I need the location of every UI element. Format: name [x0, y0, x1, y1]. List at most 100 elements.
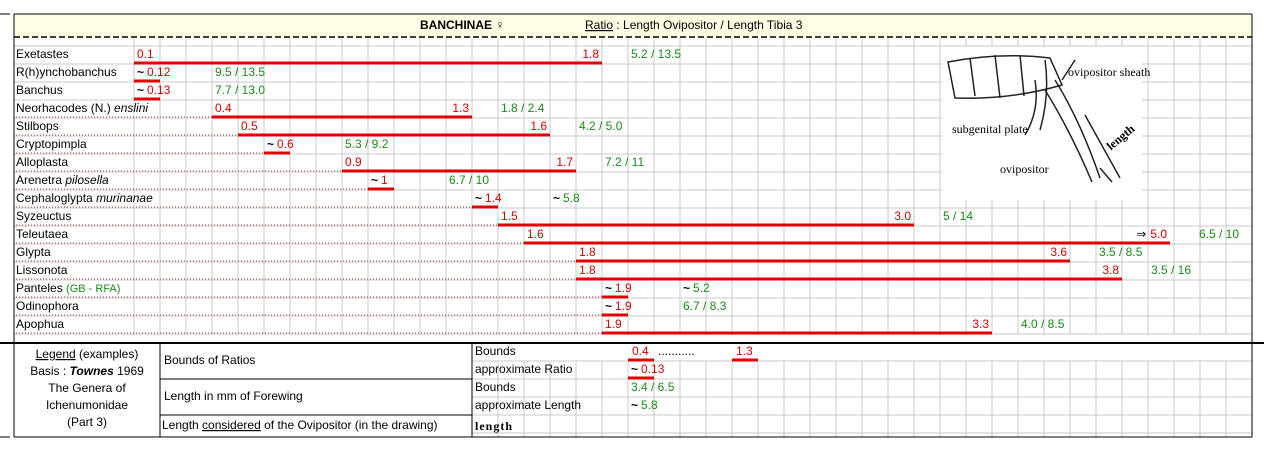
text-part: 1.3: [452, 101, 469, 115]
low-label: 0.4: [215, 101, 232, 115]
legend-example: ...........: [658, 344, 695, 358]
text-part: 1.6: [530, 119, 547, 133]
figure-label: subgenital plate: [952, 122, 1028, 136]
forewing-label: 5 / 14: [943, 209, 973, 223]
text-part: 1: [381, 173, 388, 187]
text-part: enslini: [114, 101, 148, 115]
text-part: ~: [631, 362, 638, 376]
legend-item: Length considered of the Ovipositor (in …: [162, 418, 438, 432]
high-label: 1.7: [556, 155, 573, 169]
text-part: 1.9: [605, 317, 622, 331]
text-part: 1.5: [501, 209, 518, 223]
text-part: 9.5 / 13.5: [215, 65, 265, 79]
legend-length: length: [475, 419, 513, 433]
text-part: 5.8: [641, 398, 658, 412]
low-label: 0.5: [241, 119, 258, 133]
low-label: ~0.6: [267, 137, 294, 151]
text-part: 1.9: [615, 299, 632, 313]
text-part: ~: [475, 191, 482, 205]
legend-sub: approximate Ratio: [475, 362, 573, 376]
figure-stroke: [1044, 89, 1093, 183]
low-label: 1.5: [501, 209, 518, 223]
legend-item: Bounds of Ratios: [164, 353, 255, 367]
text-part: ⇒: [1136, 227, 1146, 241]
text-part: ~: [137, 83, 144, 97]
text-part: 1.7: [556, 155, 573, 169]
low-label: 1.8: [579, 245, 596, 259]
text-part: Stilbops: [16, 119, 59, 133]
text-part: Legend: [36, 347, 76, 361]
high-label: 1.6: [530, 119, 547, 133]
forewing-label: 1.8 / 2.4: [501, 101, 545, 115]
text-part: 3.3: [972, 317, 989, 331]
text-part: of the Ovipositor (in the drawing): [261, 418, 438, 432]
text-part: 4.2 / 5.0: [579, 119, 623, 133]
text-part: R(h)ynchobanchus: [16, 65, 117, 79]
legend-book: (Part 3): [67, 415, 107, 429]
forewing-label: 6.5 / 10: [1199, 227, 1239, 241]
forewing-label: 4.0 / 8.5: [1021, 317, 1065, 331]
text-part: 1.8: [579, 245, 596, 259]
forewing-label: ~5.2: [683, 281, 710, 295]
text-part: pilosella: [64, 173, 109, 187]
legend-sub: Bounds: [475, 380, 516, 394]
figure-stroke: [1024, 79, 1037, 136]
forewing-label: 3.5 / 8.5: [1099, 245, 1143, 259]
text-part: Syzeuctus: [16, 209, 71, 223]
text-part: Cephaloglypta: [16, 191, 96, 205]
legend-example: ~0.13: [631, 362, 665, 376]
genus-name: Syzeuctus: [16, 209, 71, 223]
text-part: 0.1: [137, 47, 154, 61]
low-label: 1.8: [579, 263, 596, 277]
text-part: 5.3 / 9.2: [345, 137, 389, 151]
forewing-label: 7.2 / 11: [605, 155, 644, 169]
genus-name: Teleutaea: [16, 227, 68, 241]
figure-stroke: [1084, 114, 1121, 179]
low-label: ~1: [371, 173, 388, 187]
genus-name: Cephaloglypta murinanae: [16, 191, 153, 205]
figure-stroke: [1054, 79, 1101, 179]
text-part: 5.8: [563, 191, 580, 205]
figure-label: ovipositor: [1000, 162, 1049, 176]
text-part: 5.0: [1150, 227, 1167, 241]
header-band: [14, 14, 1252, 38]
genus-name: Banchus: [16, 83, 63, 97]
genus-name: Arenetra pilosella: [16, 173, 109, 187]
forewing-label: 6.7 / 10: [449, 173, 489, 187]
legend-example: 3.4 / 6.5: [631, 380, 675, 394]
forewing-label: 9.5 / 13.5: [215, 65, 265, 79]
figure-stroke: [947, 55, 1064, 99]
legend-heading: Legend (examples): [36, 347, 139, 361]
text-part: 1.8: [579, 263, 596, 277]
genus-name: Stilbops: [16, 119, 59, 133]
text-part: 1.8: [582, 47, 599, 61]
text-part: : Length Ovipositor / Length Tibia 3: [613, 18, 803, 32]
genus-name: Odinophora: [16, 299, 79, 313]
high-label: 3.8: [1102, 263, 1119, 277]
forewing-label: 5.3 / 9.2: [345, 137, 389, 151]
legend-sub: approximate Length: [475, 398, 581, 412]
text-part: Basis :: [30, 364, 69, 378]
text-part: (examples): [76, 347, 139, 361]
legend-example: ~5.8: [631, 398, 658, 412]
text-part: Townes: [70, 364, 115, 378]
high-label: 3.6: [1050, 245, 1067, 259]
text-part: 6.7 / 10: [449, 173, 489, 187]
text-part: 1.4: [485, 191, 502, 205]
low-label: ~0.13: [137, 83, 171, 97]
text-part: ~: [553, 191, 560, 205]
text-part: 0.5: [241, 119, 258, 133]
text-part: 5.2 / 13.5: [631, 47, 681, 61]
text-part: 3.5 / 8.5: [1099, 245, 1143, 259]
text-part: Panteles: [16, 281, 66, 295]
forewing-label: 4.2 / 5.0: [579, 119, 623, 133]
legend-book: Ichenumonidae: [46, 398, 128, 412]
text-part: 0.12: [147, 65, 171, 79]
genus-name: R(h)ynchobanchus: [16, 65, 117, 79]
forewing-label: 3.5 / 16: [1151, 263, 1191, 277]
text-part: Arenetra: [16, 173, 65, 187]
figure-stroke: [1099, 167, 1113, 183]
forewing-label: 7.7 / 13.0: [215, 83, 265, 97]
text-part: Ratio: [585, 18, 613, 32]
high-label: 1.8: [582, 47, 599, 61]
